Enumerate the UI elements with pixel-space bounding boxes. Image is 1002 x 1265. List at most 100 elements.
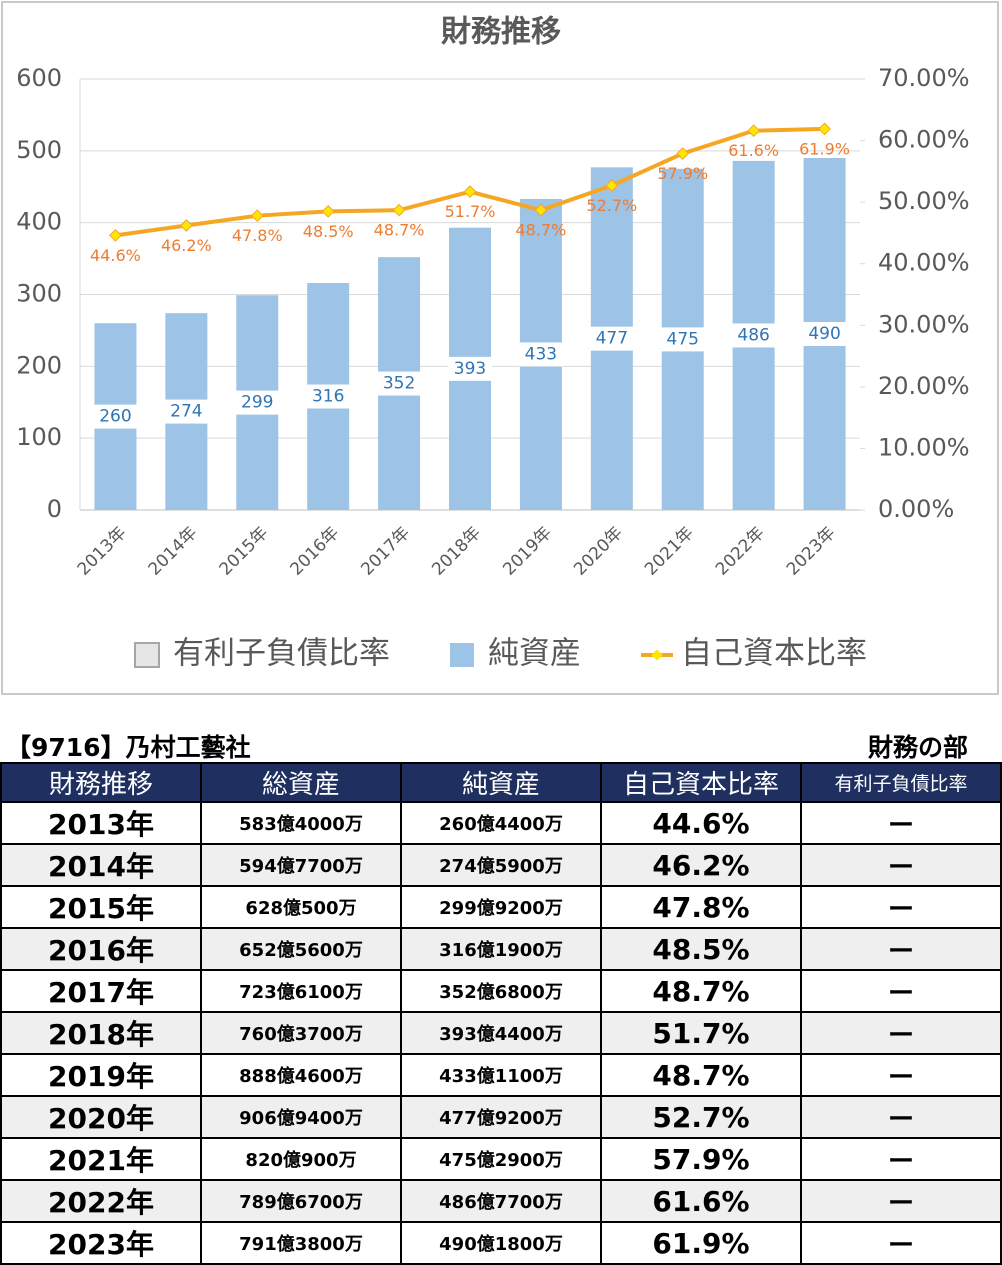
table-cell: 652億5600万 (200, 927, 402, 971)
table-cell: 316億1900万 (400, 927, 602, 971)
legend-swatch (134, 642, 160, 668)
y-tick-label: 100 (16, 423, 62, 451)
table-cell: ー (800, 1137, 1002, 1181)
table-cell: 57.9% (600, 1137, 802, 1181)
bar-label: 393 (454, 359, 486, 379)
line-marker (392, 203, 406, 217)
bar-label-bg (660, 327, 705, 352)
legend-label: 有利子負債比率 (173, 636, 390, 672)
table-cell: 2013年 (0, 801, 202, 845)
line-label: 61.6% (728, 141, 779, 160)
table-cell: 583億4000万 (200, 801, 402, 845)
line-marker (605, 179, 619, 192)
bar-label-bg (306, 384, 351, 409)
table-cell: 820億900万 (200, 1137, 402, 1181)
line-marker (109, 229, 122, 242)
y2-tick-label: 70.00% (878, 64, 970, 92)
line-marker (747, 124, 761, 138)
table-cell: 2017年 (0, 969, 202, 1013)
line-label: 57.9% (657, 164, 708, 183)
table-cell: ー (800, 843, 1002, 887)
table-cell: ー (800, 1221, 1002, 1265)
bar-label: 260 (99, 407, 131, 427)
legend-label: 純資産 (488, 636, 581, 672)
bar-label: 475 (667, 329, 699, 349)
table-cell: ー (800, 1053, 1002, 1097)
legend-swatch (450, 643, 474, 667)
bar-label: 352 (383, 374, 415, 394)
table-cell: ー (800, 1095, 1002, 1139)
table-cell: 48.7% (600, 969, 802, 1013)
bar-label: 299 (241, 393, 273, 413)
y2-tick-label: 30.00% (878, 310, 970, 338)
table-cell: 61.6% (600, 1179, 802, 1223)
table-cell: 2019年 (0, 1053, 202, 1097)
table-cell: 477億9200万 (400, 1095, 602, 1139)
table-cell: 2014年 (0, 843, 202, 887)
table-cell: 433億1100万 (400, 1053, 602, 1097)
table-cell: 48.7% (600, 1053, 802, 1097)
table-row: 2020年 906億9400万 477億9200万 52.7% ー (0, 1095, 1002, 1139)
bar-label: 477 (596, 329, 628, 349)
table-cell: 594億7700万 (200, 843, 402, 887)
line-label: 61.9% (799, 139, 850, 158)
table-cell: ー (800, 885, 1002, 929)
table-cell: 906億9400万 (200, 1095, 402, 1139)
bar-label-bg (235, 390, 280, 415)
legend-swatch (651, 649, 663, 661)
table-row: 2022年 789億6700万 486億7700万 61.6% ー (0, 1179, 1002, 1223)
bar-label-bg (589, 326, 634, 351)
table-row: 2015年 628億500万 299億9200万 47.8% ー (0, 885, 1002, 929)
bar-label-bg (802, 322, 847, 347)
table-cell: 628億500万 (200, 885, 402, 929)
bar-label-bg (93, 404, 138, 429)
table-cell: 2022年 (0, 1179, 202, 1223)
line-label: 51.7% (445, 202, 496, 221)
table-cell: 47.8% (600, 885, 802, 929)
table-row: 2019年 888億4600万 433億1100万 48.7% ー (0, 1053, 1002, 1097)
table-cell: 44.6% (600, 801, 802, 845)
line-label: 48.5% (303, 222, 354, 241)
table-cell: 48.5% (600, 927, 802, 971)
table-cell: 2018年 (0, 1011, 202, 1055)
table-cell: 274億5900万 (400, 843, 602, 887)
y2-tick-label: 20.00% (878, 372, 970, 400)
bar-label: 316 (312, 387, 344, 407)
table-cell: 352億6800万 (400, 969, 602, 1013)
table-cell: ー (800, 801, 1002, 845)
table-cell: 789億6700万 (200, 1179, 402, 1223)
bar-label: 486 (737, 325, 769, 345)
line-marker (179, 219, 193, 232)
y2-tick-label: 50.00% (878, 187, 970, 215)
y2-tick-label: 40.00% (878, 249, 970, 277)
table-cell: ー (800, 927, 1002, 971)
table-cell: 723億6100万 (200, 969, 402, 1013)
y-tick-label: 200 (16, 351, 62, 379)
table-cell: 791億3800万 (200, 1221, 402, 1265)
header-cell: 総資産 (200, 762, 402, 803)
y2-tick-label: 60.00% (878, 126, 970, 154)
table-cell: ー (800, 969, 1002, 1013)
table-row: 2013年 583億4000万 260億4400万 44.6% ー (0, 801, 1002, 845)
table-row: 2018年 760億3700万 393億4400万 51.7% ー (0, 1011, 1002, 1055)
bar-label-bg (731, 323, 776, 348)
header-row: 財務推移 総資産 純資産 自己資本比率 有利子負債比率 (0, 762, 1002, 803)
y-tick-label: 500 (16, 136, 62, 164)
chart: 財務推移 0 100 200 300 400 500 600 0.00% 10.00% 20.00… (1, 1, 999, 695)
table-cell: 2015年 (0, 885, 202, 929)
line-label: 46.2% (161, 236, 212, 255)
table-cell: 46.2% (600, 843, 802, 887)
y-tick-label: 300 (16, 280, 62, 308)
bar-label-bg (448, 356, 492, 381)
header-cell: 純資産 (400, 762, 602, 803)
table-cell: 490億1800万 (400, 1221, 602, 1265)
chart-title: 財務推移 (441, 15, 561, 50)
line-label: 52.7% (586, 196, 637, 215)
table-row: 2016年 652億5600万 316億1900万 48.5% ー (0, 927, 1002, 971)
table-cell: ー (800, 1011, 1002, 1055)
line-marker (250, 209, 264, 223)
data-table: 財務推移 総資産 純資産 自己資本比率 有利子負債比率 2013年 583億4000万 260… (0, 762, 1002, 1265)
bar-label: 433 (525, 344, 557, 364)
y2-tick-label: 0.00% (878, 495, 954, 523)
